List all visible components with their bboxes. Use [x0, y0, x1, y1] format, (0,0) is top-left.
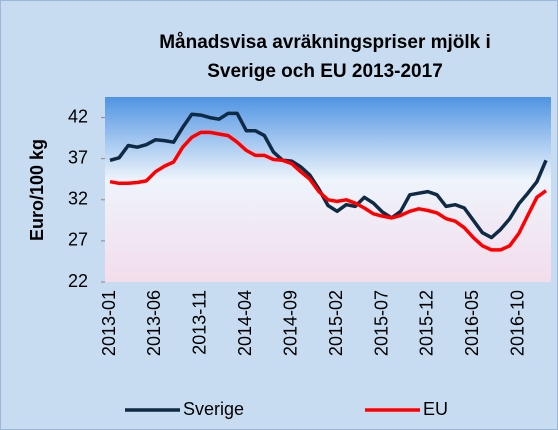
x-tick-label: 2014-09 — [280, 290, 300, 356]
legend-label: Sverige — [183, 399, 244, 419]
y-tick-label: 42 — [68, 106, 88, 126]
y-tick-label: 32 — [68, 189, 88, 209]
legend-label: EU — [423, 399, 448, 419]
y-tick-label: 37 — [68, 147, 88, 167]
x-tick-label: 2014-04 — [235, 290, 255, 356]
x-tick-label: 2016-10 — [508, 290, 528, 356]
x-tick-label: 2016-05 — [462, 290, 482, 356]
x-tick-label: 2013-01 — [99, 290, 119, 356]
line-series — [109, 111, 548, 240]
y-axis-label: Euro/100 kg — [27, 139, 47, 241]
x-tick-label: 2013-11 — [190, 290, 210, 355]
x-tick-label: 2013-06 — [144, 290, 164, 356]
plot-area — [105, 97, 551, 282]
x-tick-label: 2015-02 — [326, 290, 346, 356]
line-series — [109, 130, 548, 252]
y-tick-label: 22 — [68, 271, 88, 291]
chart-title: Månadsvisa avräkningspriser mjölk i — [159, 32, 491, 53]
x-tick-label: 2015-07 — [371, 290, 391, 356]
x-tick-label: 2015-12 — [417, 290, 437, 356]
y-tick-label: 27 — [68, 230, 88, 250]
chart-title: Sverige och EU 2013-2017 — [207, 61, 443, 82]
